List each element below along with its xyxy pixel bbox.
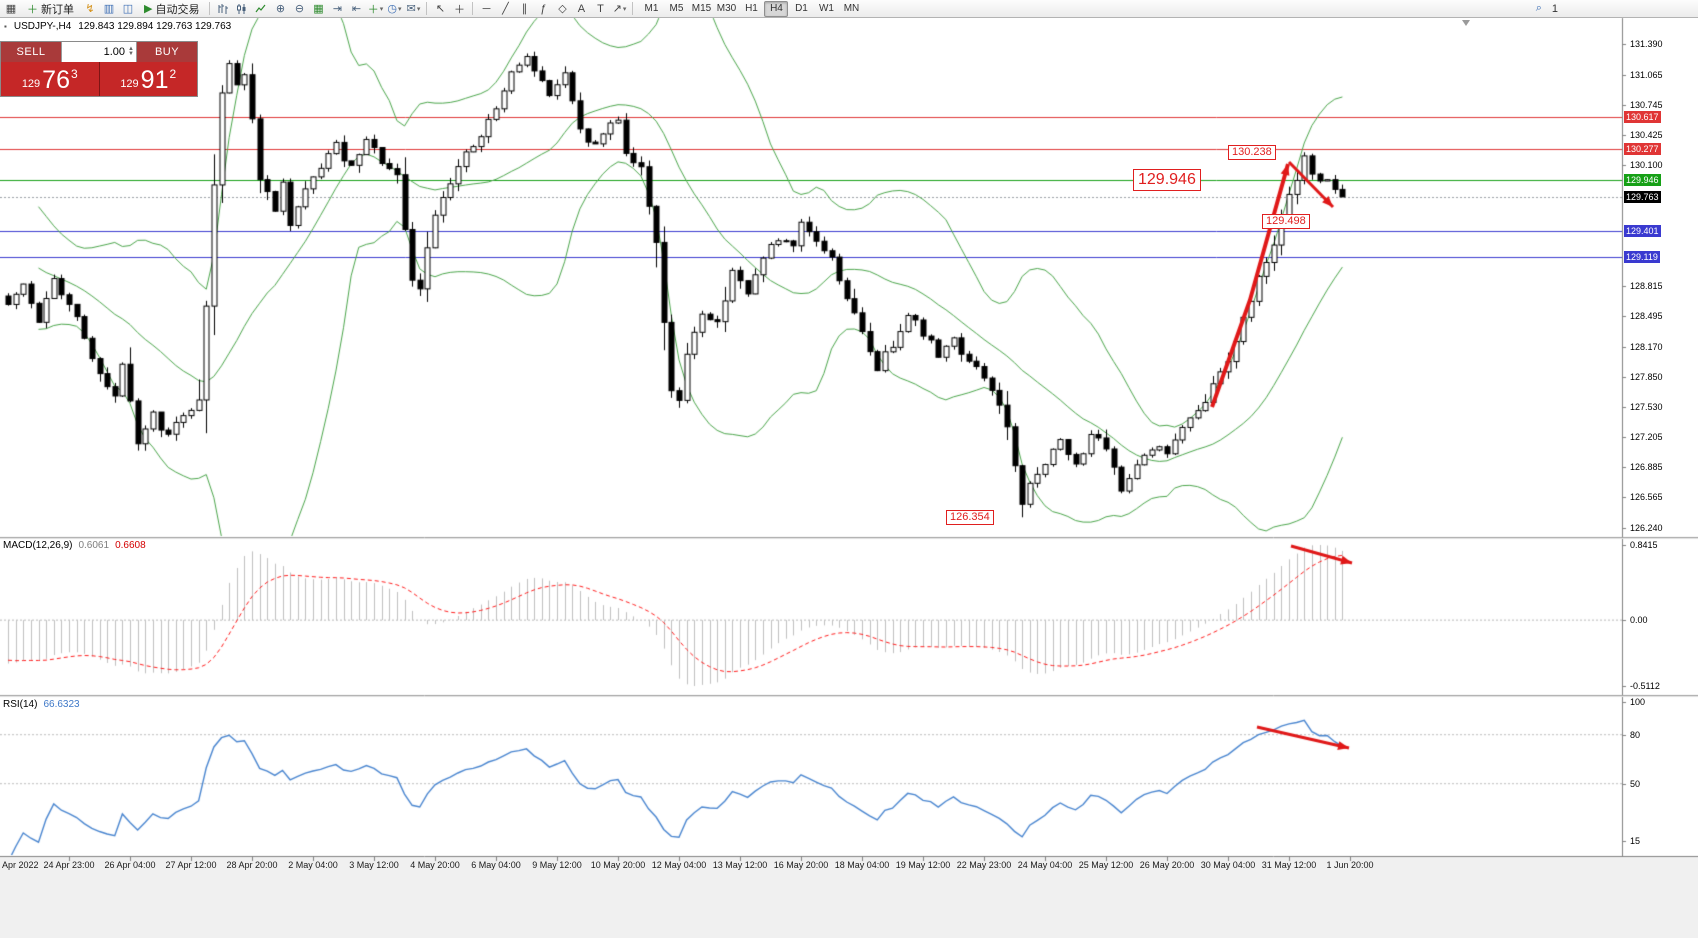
- buy-price-pips: 91: [140, 66, 169, 94]
- volume-increase-button[interactable]: ▲: [128, 46, 134, 52]
- timeframe-mn[interactable]: MN: [843, 2, 860, 14]
- line-chart-icon[interactable]: [252, 1, 270, 16]
- main-toolbar: ▦ ＋ 新订单 ↯ ▥ ◫ ▶ 自动交易 ⊕ ⊖ ▦ ⇥ ⇤ ＋ ▾ ◷ ▾ ✉ ▾ …: [0, 0, 1698, 18]
- auto-scroll-icon[interactable]: ⇥: [332, 3, 343, 15]
- zoom-in-icon[interactable]: ⊕: [275, 3, 286, 15]
- timeframe-h1[interactable]: H1: [745, 2, 758, 14]
- new-order-button[interactable]: ＋ 新订单: [21, 1, 80, 16]
- sell-price-point: 3: [70, 67, 78, 81]
- timeframe-group: M1 M5 M15 M30 H1 H4 D1 W1 MN: [639, 0, 863, 17]
- candlestick-icon[interactable]: [233, 1, 251, 16]
- toolbar-separator: [472, 2, 474, 15]
- symbol-ohlc-label: ▪ USDJPY-,H4 129.843 129.894 129.763 129…: [4, 21, 231, 32]
- ohlc-values: 129.843 129.894 129.763 129.763: [78, 21, 232, 32]
- buy-price-point: 2: [169, 67, 177, 81]
- sell-price[interactable]: 129 76 3: [1, 62, 99, 96]
- buy-price-figure: 129: [120, 78, 139, 90]
- toolbar-separator: [632, 2, 634, 15]
- new-order-icon: ＋: [27, 3, 38, 16]
- macd-indicator-label: MACD(12,26,9) 0.6061 0.6608: [3, 540, 146, 551]
- rsi-value: 66.6323: [43, 699, 80, 710]
- buy-price[interactable]: 129 91 2: [100, 62, 198, 96]
- timeframe-m1[interactable]: M1: [644, 2, 659, 14]
- search-icon[interactable]: ⌕: [1535, 2, 1542, 14]
- symbol-name: USDJPY-,H4: [13, 21, 72, 32]
- toolbar-separator: [426, 2, 428, 15]
- sell-button[interactable]: SELL: [1, 42, 61, 62]
- sell-price-pips: 76: [42, 66, 70, 94]
- cursor-icon[interactable]: ↖: [435, 3, 446, 15]
- horizontal-line-icon[interactable]: ─: [482, 2, 491, 15]
- macd-name: MACD(12,26,9): [3, 540, 73, 551]
- volume-input[interactable]: 1.00 ▲ ▼: [61, 42, 137, 62]
- volume-decrease-button[interactable]: ▼: [128, 51, 134, 57]
- timeframe-m30[interactable]: M30: [716, 2, 737, 14]
- navigator-icon[interactable]: ◫: [122, 3, 134, 15]
- rsi-indicator-label: RSI(14) 66.6323: [3, 699, 80, 710]
- zoom-out-icon[interactable]: ⊖: [294, 3, 305, 15]
- chart-shift-icon[interactable]: ⇤: [351, 3, 362, 15]
- auto-trading-play-icon: ▶: [144, 3, 153, 15]
- macd-main-value: 0.6061: [78, 540, 110, 551]
- open-charts-badge: 1: [1551, 2, 1558, 15]
- timeframe-m15[interactable]: M15: [691, 2, 712, 14]
- fibonacci-icon[interactable]: ƒ: [540, 2, 547, 15]
- bar-chart-icon[interactable]: [214, 1, 232, 16]
- macd-signal-value: 0.6608: [115, 540, 146, 551]
- trendline-icon[interactable]: ╱: [502, 3, 509, 15]
- shapes-icon[interactable]: ◇: [558, 3, 567, 15]
- indicators-icon[interactable]: ＋ ▾: [367, 3, 384, 16]
- price-divider: [98, 62, 100, 96]
- text-icon[interactable]: A: [577, 2, 586, 15]
- timeframe-w1[interactable]: W1: [818, 2, 834, 14]
- crosshair-icon[interactable]: ＋: [453, 3, 465, 16]
- channel-icon[interactable]: ∥: [521, 3, 528, 15]
- auto-trading-label: 自动交易: [155, 3, 200, 16]
- chart-shift-marker[interactable]: [1462, 20, 1470, 26]
- templates-icon[interactable]: ✉ ▾: [406, 3, 421, 15]
- chart-context-icon[interactable]: ▪: [4, 22, 7, 31]
- auto-trading-button[interactable]: ▶ 自动交易: [138, 1, 205, 16]
- buy-button[interactable]: BUY: [137, 42, 197, 62]
- tile-windows-icon[interactable]: ▦: [313, 3, 324, 15]
- toolbar-separator: [209, 2, 211, 15]
- timeframe-h4[interactable]: H4: [764, 0, 789, 17]
- timeframe-d1[interactable]: D1: [795, 2, 808, 14]
- arrows-icon[interactable]: ↗ ▾: [612, 3, 627, 15]
- one-click-trading-panel: SELL 1.00 ▲ ▼ BUY 129 76 3 129 91 2: [1, 42, 197, 96]
- new-order-label: 新订单: [41, 3, 74, 16]
- expert-advisors-icon[interactable]: ↯: [85, 3, 95, 15]
- text-label-icon[interactable]: T: [597, 2, 604, 15]
- market-watch-icon[interactable]: ▥: [103, 3, 115, 15]
- rsi-name: RSI(14): [3, 699, 38, 710]
- new-chart-icon[interactable]: ▦: [5, 3, 17, 15]
- volume-value: 1.00: [103, 46, 126, 58]
- periods-icon[interactable]: ◷ ▾: [387, 3, 402, 15]
- timeframe-m5[interactable]: M5: [669, 2, 684, 14]
- sell-price-figure: 129: [21, 78, 41, 90]
